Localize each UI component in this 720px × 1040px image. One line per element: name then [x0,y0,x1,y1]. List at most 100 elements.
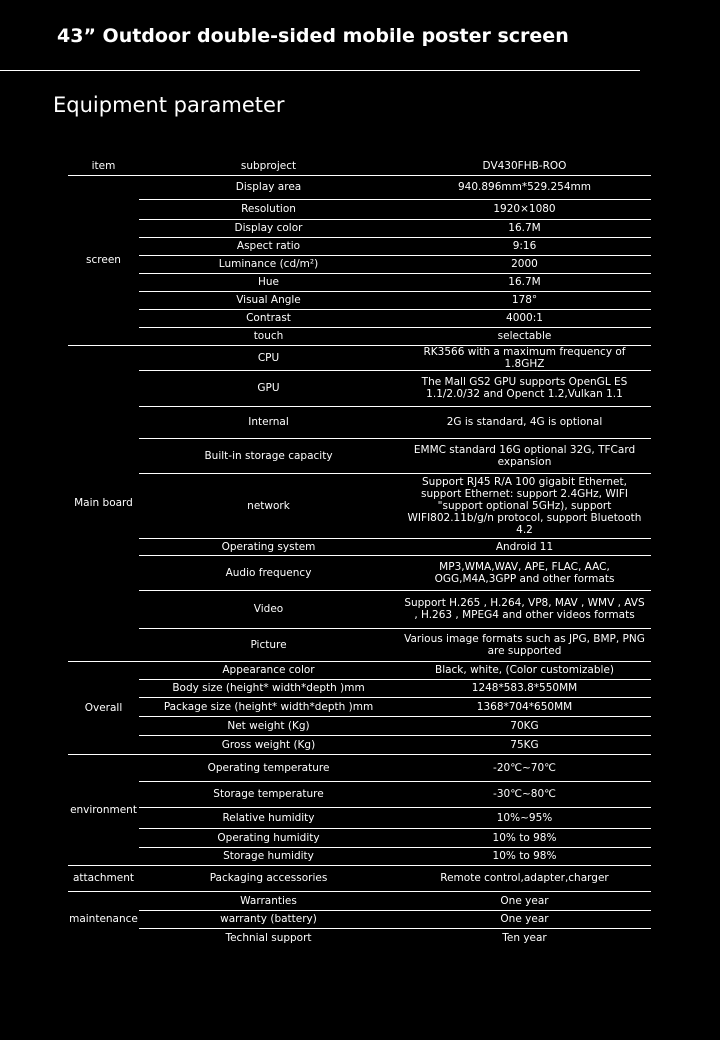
value-cell: 1368*704*650MM [398,697,651,717]
subproject-cell: Display area [139,175,398,200]
value-cell: RK3566 with a maximum frequency of 1.8GH… [398,345,651,371]
subproject-cell: CPU [139,345,398,371]
table-row: screen Display area 940.896mm*529.254mm [68,175,651,346]
value-cell: 10% to 98% [398,828,651,848]
item-cell: Main board [68,345,139,662]
table-row: Audio frequency MP3,WMA,WAV, APE, FLAC, A… [68,555,651,591]
value-cell: Black, white, (Color customizable) [398,661,651,680]
title-divider [0,70,640,71]
subproject-cell: Technial support [225,931,312,944]
subproject-cell: Package size (height* width*depth )mm [139,697,398,717]
subproject-cell: Packaging accessories [139,865,398,892]
subproject-cell: Resolution [139,199,398,220]
subproject-cell: warranty (battery) [139,910,398,929]
subproject-cell: Operating system [139,538,398,556]
spec-table: item subproject DV430FHB-ROO screen Displ… [68,157,651,947]
table-row: attachment Packaging accessories Remote co… [68,865,651,892]
subproject-cell: Audio frequency [139,555,398,591]
table-row: Built-in storage capacity EMMC standard 1… [68,438,651,474]
table-row: environment Operating temperature -20℃~70℃ [68,754,651,866]
value-cell: 1248*583.8*550MM [398,679,651,698]
column-header: item [68,157,139,176]
value-cell: 16.7M [398,273,651,292]
subproject-cell: Operating temperature [139,754,398,782]
table-row: network Support RJ45 R/A 100 gigabit Ethe… [68,473,651,539]
subproject-cell: network [139,473,398,539]
table-row: Operating system Android 11 [68,538,651,556]
table-row: Picture Various image formats such as JPG… [68,628,651,662]
subproject-cell: GPU [139,370,398,407]
value-cell: EMMC standard 16G optional 32G, TFCard e… [398,438,651,474]
subproject-cell: Picture [139,628,398,662]
column-header: subproject [139,157,398,176]
value-cell: selectable [398,327,651,346]
value-cell: 4000:1 [398,309,651,328]
subproject-cell: Luminance (cd/m²) [139,255,398,274]
item-cell: attachment [68,865,139,892]
value-cell: 16.7M [398,219,651,238]
subproject-cell: Internal [139,406,398,439]
subproject-cell: Storage humidity [139,847,398,866]
table-row: Operating humidity 10% to 98% [68,828,651,848]
value-cell: -30℃~80℃ [398,781,651,808]
table-row: Technial support Ten year [68,928,651,947]
table-row: Storage humidity 10% to 98% [68,847,651,866]
table-header-row: item subproject DV430FHB-ROO [68,157,651,176]
item-cell: maintenance [69,913,138,926]
column-header: DV430FHB-ROO [398,157,651,176]
table-row: Aspect ratio 9:16 [68,237,651,256]
value-cell: -20℃~70℃ [398,754,651,782]
table-row: maintenance Warranties One year [68,891,651,925]
subproject-cell: Gross weight (Kg) [139,735,398,755]
subproject-cell: Net weight (Kg) [139,716,398,736]
section-title: Equipment parameter [53,93,285,117]
subproject-cell: Built-in storage capacity [139,438,398,474]
value-cell: MP3,WMA,WAV, APE, FLAC, AAC, OGG,M4A,3GP… [398,555,651,591]
subproject-cell: Relative humidity [139,807,398,829]
item-cell: environment [68,754,139,866]
table-row: Storage temperature -30℃~80℃ [68,781,651,808]
table-row: Resolution 1920×1080 [68,199,651,220]
table-row: Visual Angle 178° [68,291,651,310]
value-cell: Support H.265 , H.264, VP8, MAV , WMV , … [398,590,651,629]
value-cell: 10%~95% [398,807,651,829]
value-cell: One year [398,910,651,929]
value-cell: 2G is standard, 4G is optional [398,406,651,439]
table-row: Relative humidity 10%~95% [68,807,651,829]
value-cell: 940.896mm*529.254mm [398,175,651,200]
subproject-cell: touch [139,327,398,346]
value-cell: The Mall GS2 GPU supports OpenGL ES 1.1/… [398,370,651,407]
table-row: touch selectable [68,327,651,346]
table-row: Internal 2G is standard, 4G is optional [68,406,651,439]
value-cell: Support RJ45 R/A 100 gigabit Ethernet, s… [398,473,651,539]
table-row: Main board CPU RK3566 with a maximum frequ… [68,345,651,662]
page-title: 43” Outdoor double-sided mobile poster s… [57,25,569,47]
table-row: Display color 16.7M [68,219,651,238]
subproject-cell: Hue [139,273,398,292]
value-cell: 10% to 98% [398,847,651,866]
subproject-cell: Operating humidity [139,828,398,848]
table-row: Body size (height* width*depth )mm 1248*5… [68,679,651,698]
table-row: GPU The Mall GS2 GPU supports OpenGL ES 1… [68,370,651,407]
subproject-cell: Video [139,590,398,629]
value-cell: 1920×1080 [398,199,651,220]
subproject-cell: Body size (height* width*depth )mm [139,679,398,698]
value-cell: 9:16 [398,237,651,256]
value-cell: 75KG [398,735,651,755]
value-cell: Various image formats such as JPG, BMP, … [398,628,651,662]
subproject-cell: Appearance color [139,661,398,680]
value-cell: Remote control,adapter,charger [398,865,651,892]
item-cell: Overall [68,661,139,755]
subproject-cell: Storage temperature [139,781,398,808]
value-cell: 2000 [398,255,651,274]
value-cell: Android 11 [398,538,651,556]
table-row: Gross weight (Kg) 75KG [68,735,651,755]
table-row: Contrast 4000:1 [68,309,651,328]
table-row: Hue 16.7M [68,273,651,292]
value-cell: 70KG [398,716,651,736]
subproject-cell: Aspect ratio [139,237,398,256]
value-cell: One year [398,891,651,911]
subproject-cell: Warranties [139,891,398,911]
value-cell: Ten year [502,931,547,944]
table-row: Video Support H.265 , H.264, VP8, MAV , W… [68,590,651,629]
